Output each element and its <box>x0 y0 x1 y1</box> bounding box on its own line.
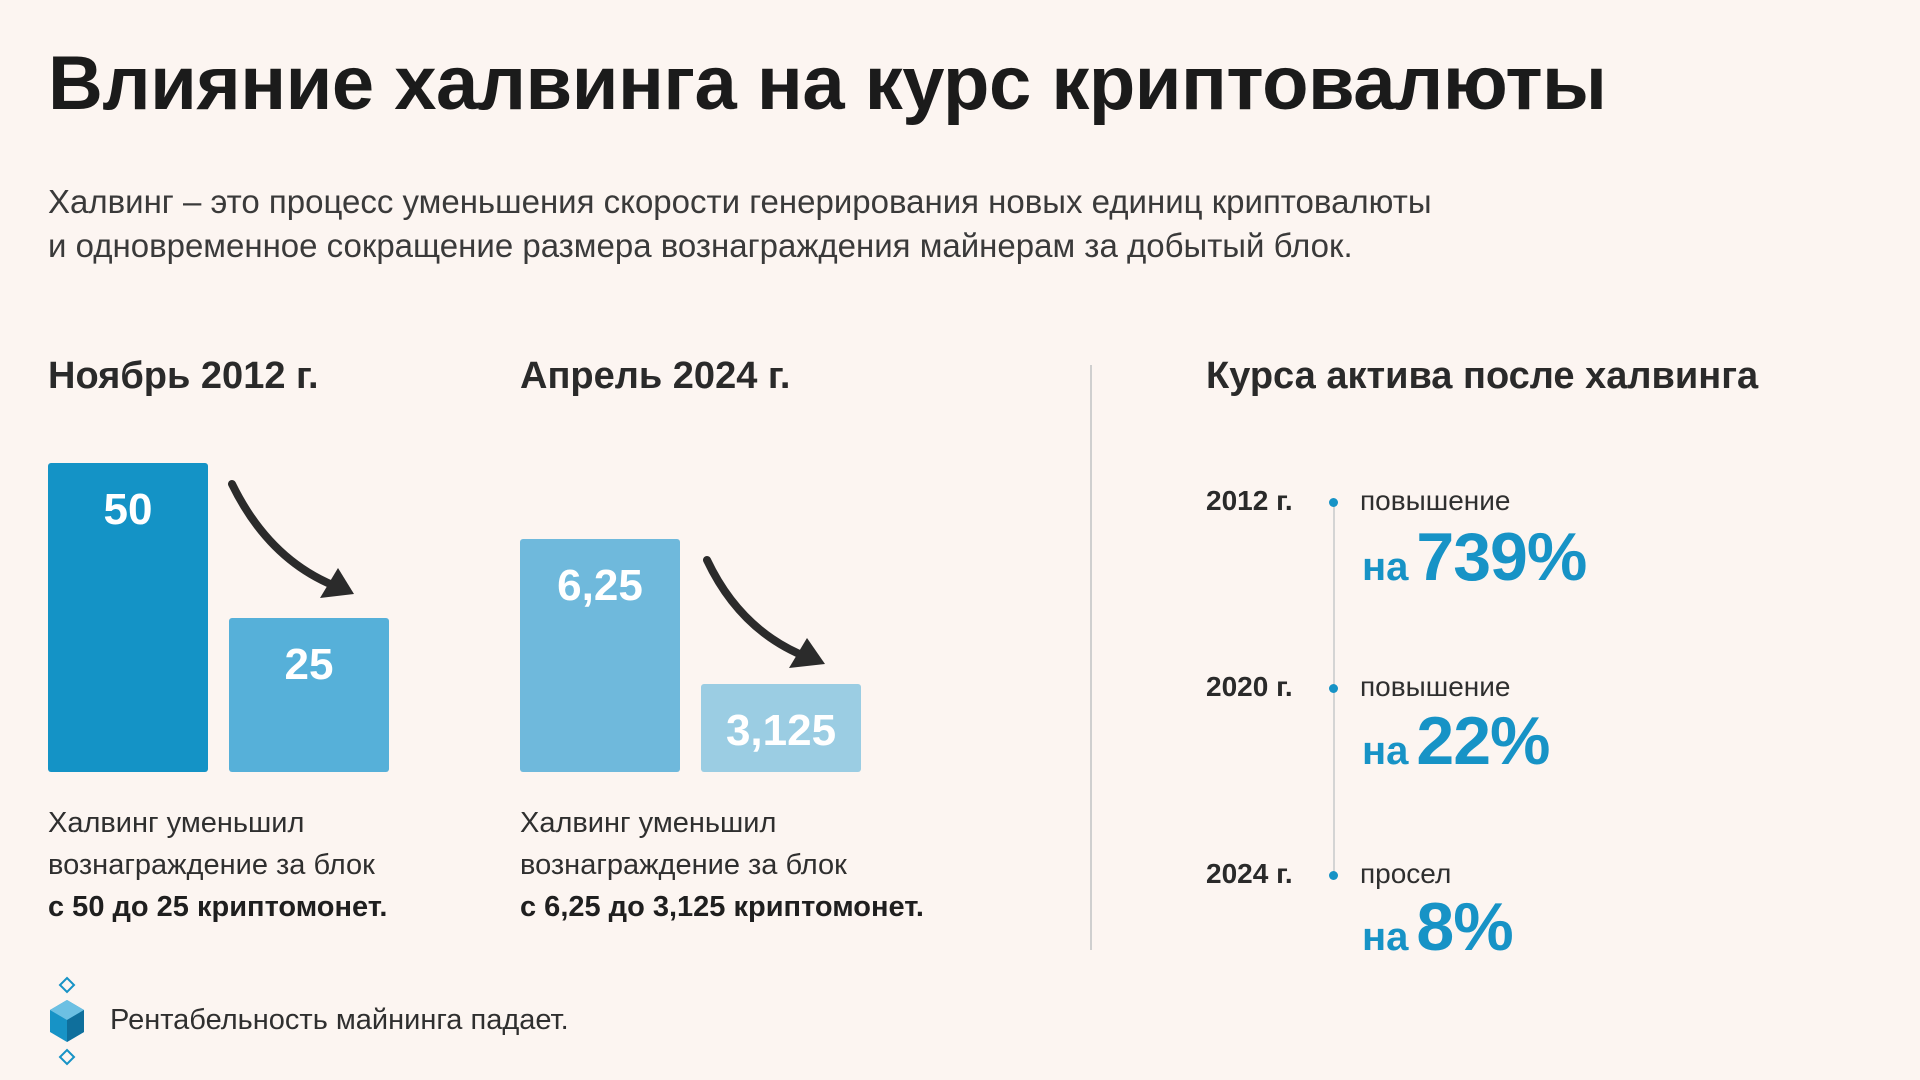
timeline-value-prefix: на <box>1362 545 1409 589</box>
subtitle-line-1: Халвинг – это процесс уменьшения скорост… <box>48 183 1432 220</box>
timeline-value-number: 22% <box>1416 703 1550 779</box>
page-title: Влияние халвинга на курс криптовалюты <box>48 41 1607 126</box>
chart-2012-title: Ноябрь 2012 г. <box>48 355 319 397</box>
timeline-value-number: 739% <box>1416 519 1587 595</box>
timeline-value-prefix: на <box>1362 915 1409 959</box>
timeline-dot <box>1329 684 1338 693</box>
arrow-down-icon <box>703 556 825 668</box>
timeline-year: 2024 г. <box>1206 858 1293 889</box>
timeline-desc: повышение <box>1360 671 1511 702</box>
chart-2024-caption: Халвинг уменьшил вознаграждение за блок … <box>520 802 924 928</box>
caption-line: вознаграждение за блок <box>520 849 847 881</box>
timeline-year: 2012 г. <box>1206 485 1293 516</box>
timeline-year: 2020 г. <box>1206 671 1293 702</box>
timeline-desc: повышение <box>1360 485 1511 516</box>
timeline-dot <box>1329 498 1338 507</box>
footer-text: Рентабельность майнинга падает. <box>110 1004 569 1036</box>
timeline-value-prefix: на <box>1362 729 1409 773</box>
chart-2012-caption: Халвинг уменьшил вознаграждение за блок … <box>48 802 387 928</box>
timeline-dot <box>1329 871 1338 880</box>
bar-2012-before <box>48 463 208 772</box>
bar-2024-before-label: 6,25 <box>557 561 643 610</box>
bar-2012-after-label: 25 <box>284 639 334 689</box>
timeline-value: на 8% <box>1362 888 1514 966</box>
timeline-title: Курса актива после халвинга <box>1206 355 1759 397</box>
subtitle: Халвинг – это процесс уменьшения скорост… <box>48 180 1668 268</box>
bar-2024-after-label: 3,125 <box>725 706 837 755</box>
caption-bold: с 50 до 25 криптомонет. <box>48 891 388 923</box>
caption-line: Халвинг уменьшил <box>520 807 777 839</box>
caption-bold: с 6,25 до 3,125 криптомонет. <box>520 891 924 923</box>
timeline-value-number: 8% <box>1416 889 1513 965</box>
arrow-down-icon <box>228 480 354 598</box>
timeline-value: на 739% <box>1362 518 1587 596</box>
bar-2024-before <box>520 539 680 772</box>
bar-2012-after <box>229 617 389 772</box>
timeline-value: на 22% <box>1362 702 1551 780</box>
bar-2024-after <box>701 684 861 772</box>
bar-2012-before-label: 50 <box>103 485 153 534</box>
vertical-divider <box>1090 365 1092 950</box>
chart-2024-title: Апрель 2024 г. <box>520 355 791 397</box>
subtitle-line-2: и одновременное сокращение размера возна… <box>48 227 1353 264</box>
caption-line: вознаграждение за блок <box>48 849 375 881</box>
caption-line: Халвинг уменьшил <box>48 807 305 839</box>
cube-icon <box>50 976 84 1066</box>
timeline-desc: просел <box>1360 858 1452 889</box>
